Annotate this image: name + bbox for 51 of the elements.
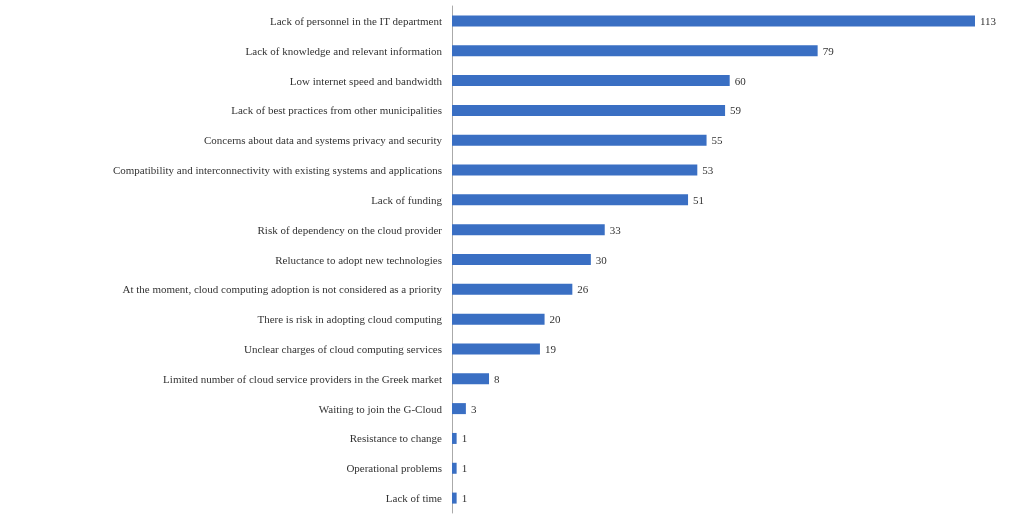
y-tick-label: Risk of dependency on the cloud provider xyxy=(257,223,443,236)
data-label: 53 xyxy=(702,164,714,177)
bar xyxy=(452,194,689,206)
data-label: 26 xyxy=(577,283,589,296)
y-tick-label: At the moment, cloud computing adoption is not considered as a priority xyxy=(122,283,443,296)
data-label: 19 xyxy=(544,342,557,355)
bar xyxy=(452,313,545,325)
data-label: 55 xyxy=(711,134,724,147)
data-label: 33 xyxy=(609,223,622,236)
y-tick-label: Lack of personnel in the IT department xyxy=(269,14,442,27)
data-label: 60 xyxy=(734,74,747,87)
data-label: 1 xyxy=(461,432,468,445)
y-tick-label: Concerns about data and systems privacy and security xyxy=(204,134,443,147)
bar xyxy=(452,373,490,385)
data-label: 3 xyxy=(470,402,477,415)
bar xyxy=(452,492,457,504)
y-tick-label: Operational problems xyxy=(346,462,442,475)
bar xyxy=(452,45,818,57)
y-tick-label: Reluctance to adopt new technologies xyxy=(275,253,442,266)
data-label: 20 xyxy=(549,313,562,326)
y-tick-label: Lack of funding xyxy=(371,193,443,206)
y-tick-label: Lack of knowledge and relevant information xyxy=(245,44,443,57)
data-label: 1 xyxy=(461,462,468,475)
bar xyxy=(452,432,457,444)
bar xyxy=(452,164,698,176)
data-label: 1 xyxy=(461,492,468,505)
data-label: 8 xyxy=(494,372,501,385)
y-tick-label: Lack of time xyxy=(385,492,443,505)
bar xyxy=(452,15,975,27)
y-tick-label: Limited number of cloud service providers in the Greek market xyxy=(163,372,442,385)
y-tick-label: Unclear charges of cloud computing services xyxy=(243,342,442,355)
bar xyxy=(452,75,730,87)
bar xyxy=(452,254,591,265)
bar xyxy=(452,104,726,116)
y-tick-label: Resistance to change xyxy=(349,432,443,445)
bar xyxy=(452,403,466,415)
y-tick-label: Low internet speed and bandwidth xyxy=(289,74,443,87)
data-label: 51 xyxy=(693,193,705,206)
bar xyxy=(452,343,540,355)
y-tick-label: There is risk in adopting cloud computing xyxy=(257,313,443,326)
y-tick-label: Lack of best practices from other municipalities xyxy=(231,104,442,117)
data-label: 79 xyxy=(822,44,835,57)
bar xyxy=(452,134,707,146)
bar xyxy=(452,462,457,474)
data-label: 113 xyxy=(980,14,997,27)
bar xyxy=(452,224,605,236)
y-tick-label: Waiting to join the G-Cloud xyxy=(318,402,443,415)
bar xyxy=(452,283,573,295)
y-tick-label: Compatibility and interconnectivity with existing systems and applications xyxy=(112,164,442,177)
data-label: 59 xyxy=(730,104,742,117)
data-label: 30 xyxy=(595,253,608,266)
